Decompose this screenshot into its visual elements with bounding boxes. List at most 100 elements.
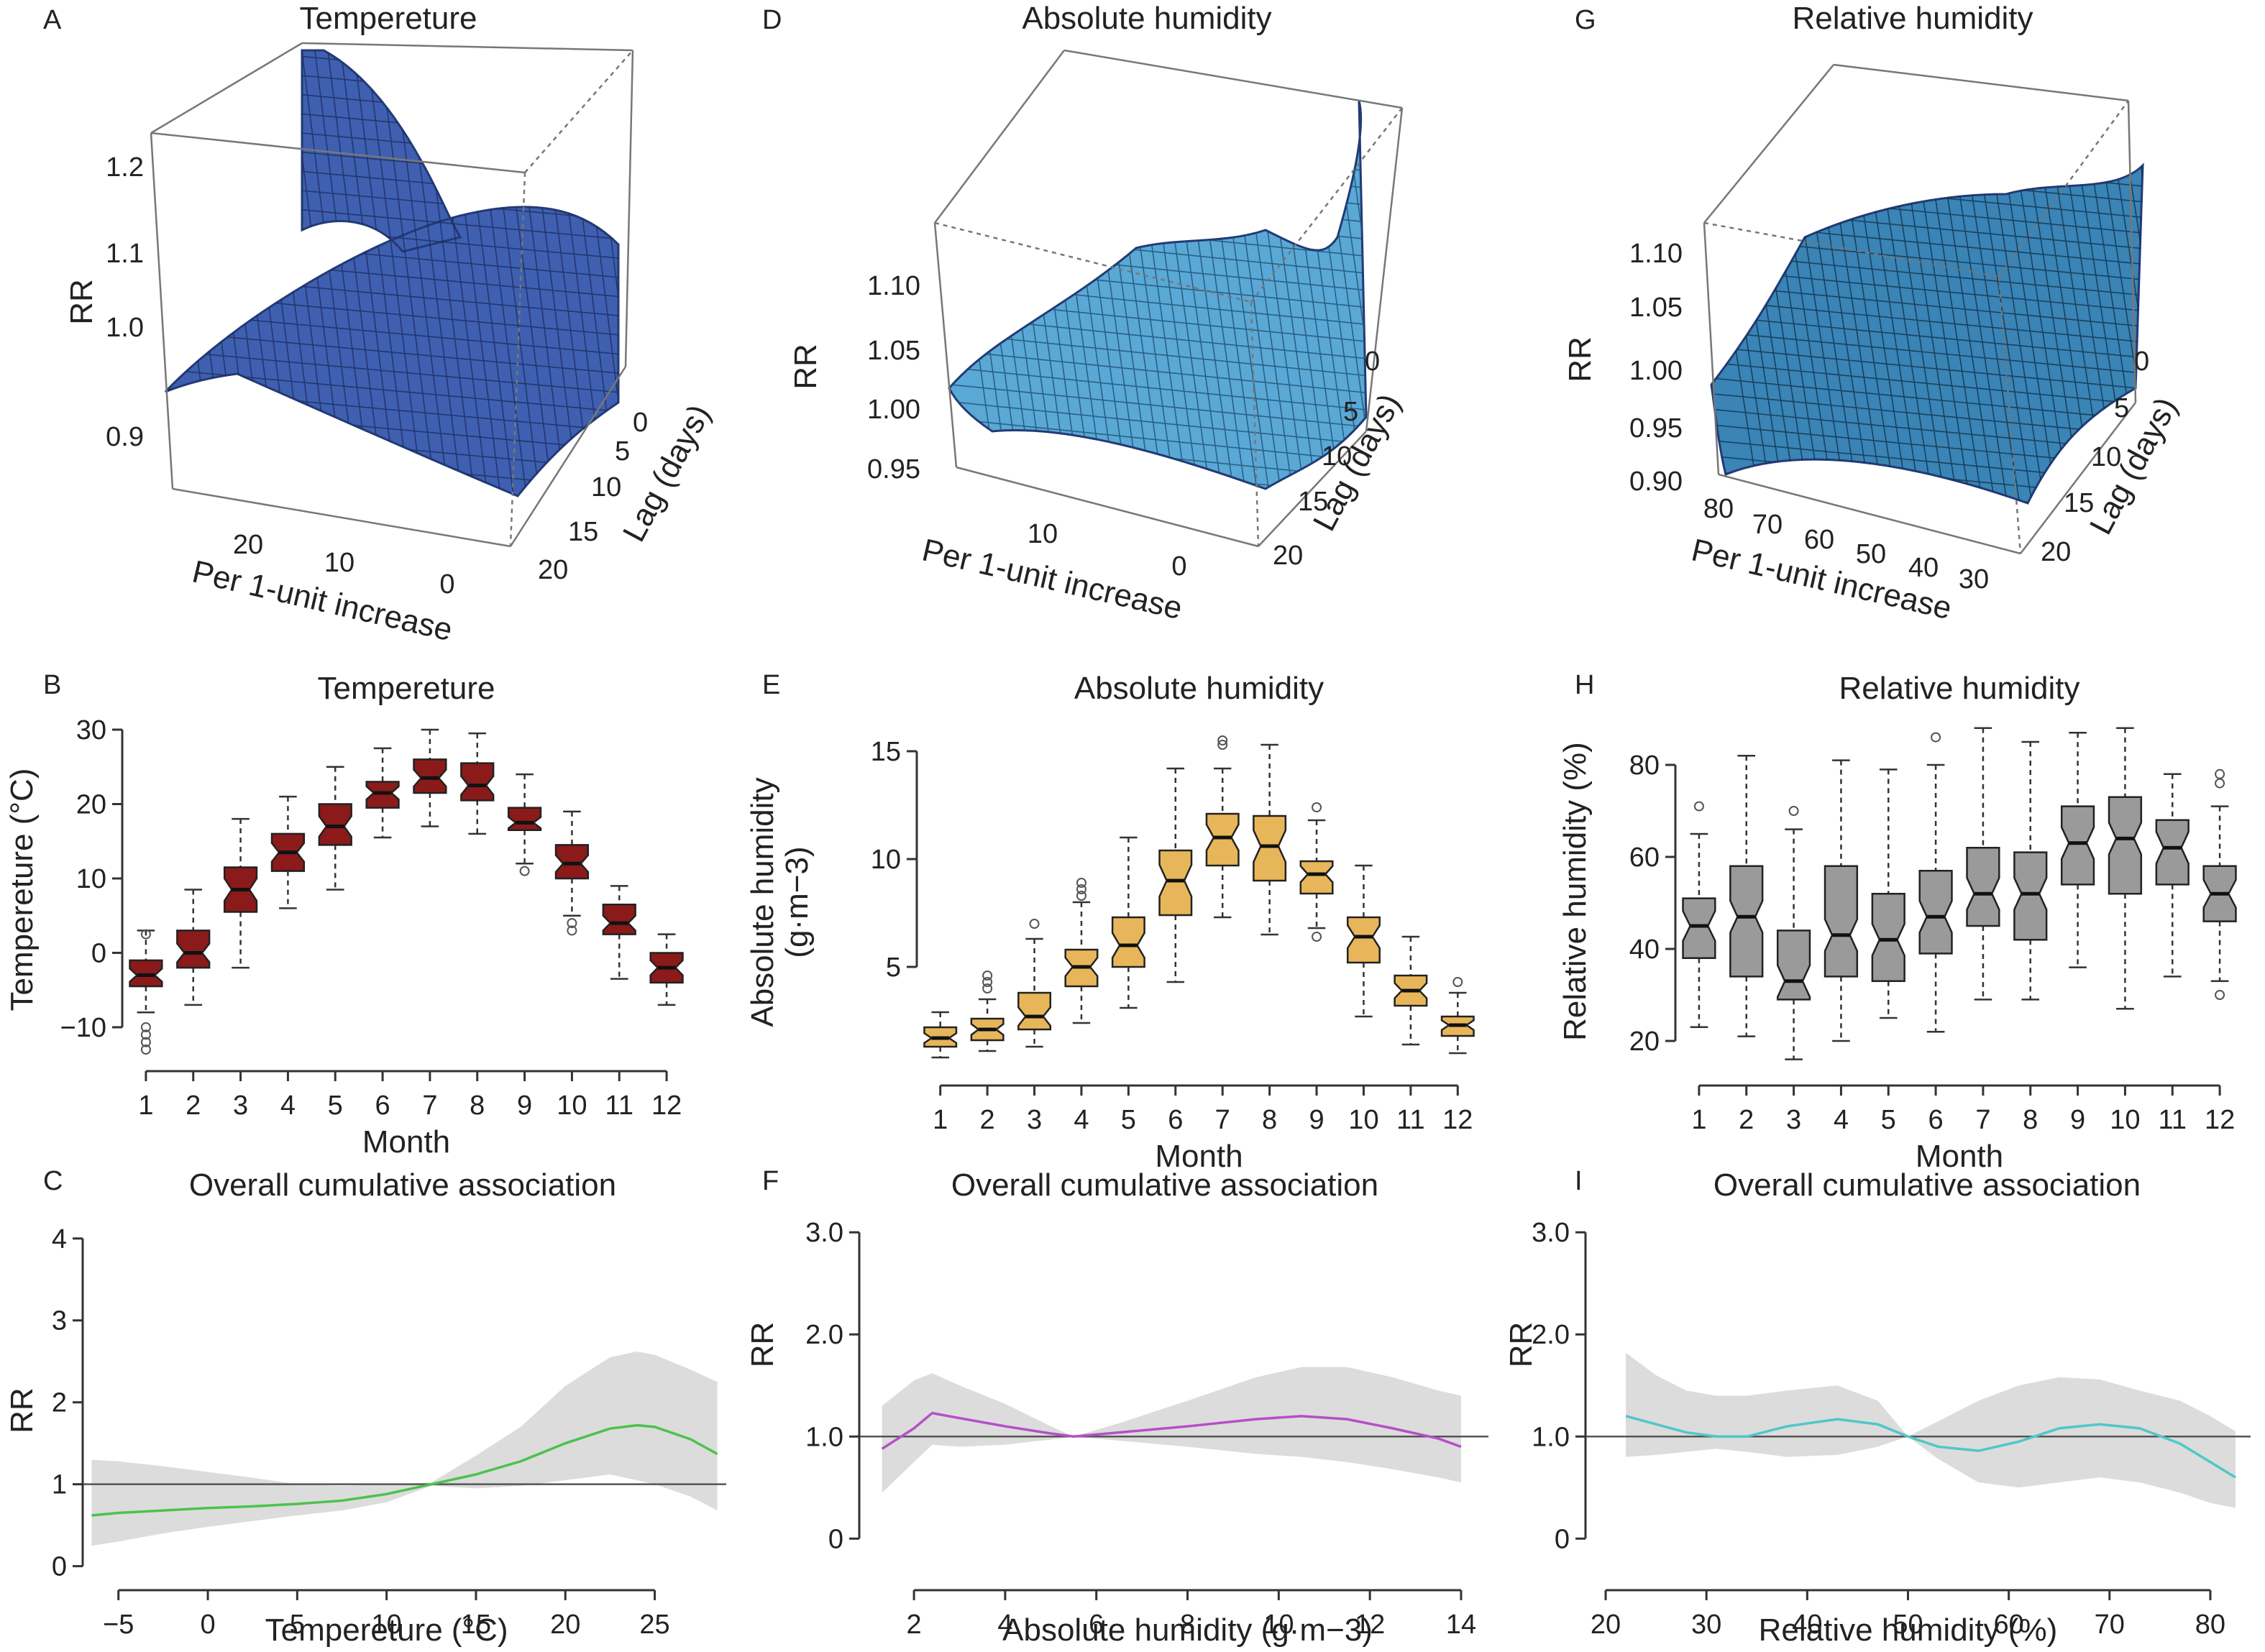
box-month-11	[602, 885, 636, 980]
outlier-point	[140, 929, 151, 940]
box-month-10	[554, 810, 590, 936]
lag-tick-label: 0	[2134, 347, 2149, 377]
mesh-line	[953, 101, 1012, 489]
box-edge	[1250, 107, 1403, 303]
box-month-9	[1299, 802, 1334, 942]
box-edge	[1833, 63, 2129, 102]
mesh-line	[1926, 165, 1985, 503]
mesh-line	[165, 50, 618, 87]
box-month-8	[2013, 740, 2048, 1001]
box-edge	[1063, 49, 1403, 109]
mesh-line	[248, 50, 308, 496]
y-tick-label: 3.0	[805, 1218, 843, 1248]
box-body	[365, 781, 400, 809]
box-edge	[1703, 221, 2000, 278]
mesh-line	[949, 382, 1366, 428]
box-edge	[1718, 473, 2021, 555]
box-body	[1346, 916, 1381, 964]
mesh-line	[949, 349, 1366, 394]
x-tick-label: 2	[186, 1091, 201, 1121]
line-panel-c: Overall cumulative association 0 1 2 3 4 −5 0 5 1…	[4, 1167, 726, 1648]
x-tick-label: 2	[980, 1105, 995, 1135]
box-month-5	[318, 766, 352, 891]
box-edge	[2020, 402, 2136, 554]
y-axis-label: RR	[745, 1322, 780, 1368]
x-tick-label: 10	[1028, 519, 1058, 549]
outlier-point	[1217, 735, 1228, 745]
x-tick-label: 50	[1893, 1610, 1923, 1640]
x-tick-label: 6	[375, 1091, 390, 1121]
box-month-3	[223, 817, 258, 969]
box-edge	[624, 50, 634, 367]
box-edge	[1703, 64, 1834, 224]
x-tick-label: 60	[1804, 525, 1834, 555]
x-tick-label: 2	[907, 1610, 922, 1640]
panel-letter-f: F	[762, 1166, 779, 1196]
y-tick-label: 40	[1629, 935, 1660, 965]
box-edge	[150, 42, 303, 134]
z-tick-label: 1.10	[867, 271, 920, 301]
x-tick-label: 25	[639, 1610, 669, 1640]
z-tick-label: 1.10	[1629, 239, 1683, 269]
x-tick-label: 10	[1348, 1105, 1378, 1135]
lag-tick-label: 20	[538, 555, 568, 585]
z-tick-label: 1.0	[106, 313, 144, 343]
box-month-10	[2108, 727, 2143, 1010]
box-month-5	[1111, 836, 1145, 1009]
line-panel-i: Overall cumulative association 0 1.0 2.0 3.0…	[1504, 1167, 2251, 1648]
x-tick-label: 11	[2159, 1105, 2187, 1135]
outlier-point	[140, 1029, 151, 1040]
x-tick-label: 10	[2110, 1105, 2140, 1135]
outlier-point	[1312, 802, 1322, 812]
x-tick-label: 11	[1396, 1105, 1424, 1135]
mesh-line	[949, 366, 1366, 410]
box-month-4	[1824, 759, 1859, 1042]
y-tick-label: 0	[1555, 1524, 1570, 1554]
x-tick-label: 2	[1739, 1105, 1754, 1135]
x-tick-label: 6	[1089, 1610, 1104, 1640]
mesh-line	[949, 101, 1366, 137]
box-month-5	[1871, 768, 1905, 1019]
lag-tick-label: 15	[568, 517, 598, 547]
box-month-3	[1776, 806, 1811, 1060]
x-tick-label: 40	[1792, 1610, 1822, 1640]
outlier-point	[1217, 740, 1228, 750]
lag-tick-label: 0	[633, 408, 648, 438]
mesh-line	[158, 503, 626, 546]
box-body	[1918, 869, 1953, 955]
box-edge	[301, 42, 633, 52]
x-tick-label: 5	[1881, 1105, 1896, 1135]
box-body	[1776, 930, 1811, 1001]
mesh-line	[209, 50, 269, 496]
box-edge	[509, 172, 526, 547]
x-tick-label: 11	[605, 1091, 633, 1121]
x-tick-label: 15	[461, 1610, 491, 1640]
lag-tick-label: 10	[1322, 441, 1352, 472]
x-tick-label: 4	[280, 1091, 296, 1121]
outlier-point	[1029, 919, 1040, 929]
mesh-line	[165, 483, 618, 496]
x-tick-label: 0	[439, 569, 454, 600]
box-body	[2155, 819, 2190, 886]
x-tick-label: 80	[1703, 494, 1734, 524]
x-tick-label: 4	[997, 1610, 1012, 1640]
chart-title: Absolute humidity	[1022, 1, 1271, 36]
x-tick-label: 4	[1834, 1105, 1849, 1135]
box-month-4	[270, 795, 306, 909]
box-month-8	[1253, 743, 1287, 936]
outlier-point	[1312, 932, 1322, 942]
x-tick-label: 12	[1442, 1105, 1473, 1135]
x-tick-label: 1	[933, 1105, 948, 1135]
y-tick-label: 10	[871, 845, 901, 875]
mesh-line	[1711, 345, 2143, 390]
y-tick-label: 10	[76, 864, 106, 894]
box-month-6	[365, 747, 400, 839]
chart-title: Overall cumulative association	[189, 1167, 616, 1203]
z-axis-label: RR	[64, 279, 99, 325]
mesh-line	[949, 400, 1366, 445]
x-tick-label: 6	[1168, 1105, 1183, 1135]
x-axis-label: Absolute humidity (g·m−3)	[1002, 1612, 1373, 1648]
y-tick-label: 5	[886, 953, 901, 983]
panel-letter-i: I	[1575, 1166, 1583, 1196]
box-month-3	[1017, 919, 1052, 1048]
